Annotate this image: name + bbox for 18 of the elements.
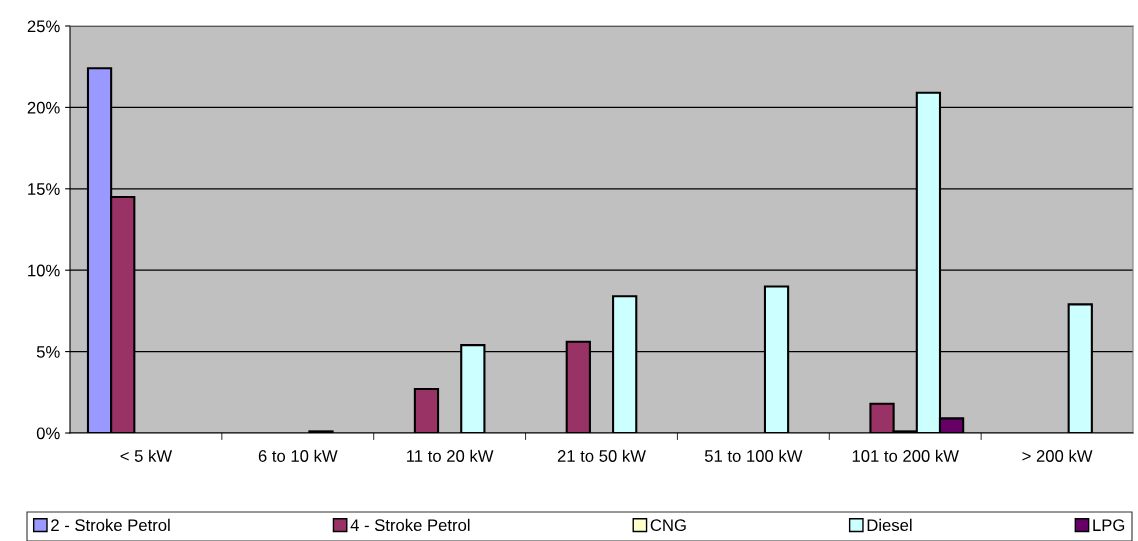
y-tick-label: 10% bbox=[28, 264, 60, 277]
x-tick-label: 21 to 50 kW bbox=[557, 449, 646, 462]
x-tick-label: > 200 kW bbox=[1022, 449, 1093, 462]
y-tick-label: 15% bbox=[28, 183, 60, 195]
y-tick-label: 20% bbox=[27, 101, 60, 114]
y-tick-label: 0% bbox=[36, 427, 60, 440]
legend-label: Diesel bbox=[867, 518, 912, 532]
legend-label: CNG bbox=[650, 519, 686, 532]
x-tick-label: 101 to 200 kW bbox=[852, 449, 959, 462]
y-tick-label: 25% bbox=[27, 20, 60, 33]
x-tick-label: 6 to 10 kW bbox=[258, 449, 338, 462]
legend-label: 2 - Stroke Petrol bbox=[51, 518, 170, 532]
legend-label: LPG bbox=[1093, 519, 1125, 532]
y-tick-label: 5% bbox=[36, 346, 60, 358]
x-tick-label: < 5 kW bbox=[120, 449, 173, 462]
x-tick-label: 11 to 20 kW bbox=[407, 449, 494, 462]
legend-label: 4 - Stroke Petrol bbox=[350, 518, 470, 532]
x-tick-label: 51 to 100 kW bbox=[704, 449, 803, 462]
